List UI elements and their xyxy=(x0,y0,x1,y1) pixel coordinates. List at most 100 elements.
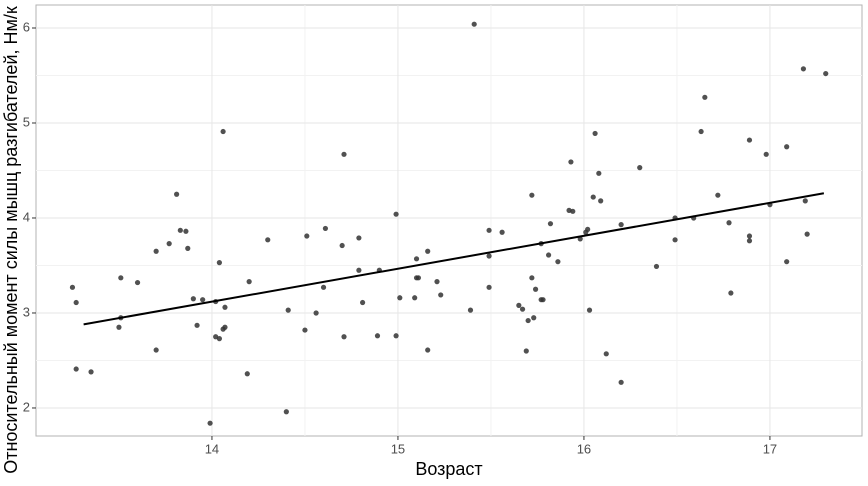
point xyxy=(763,151,769,157)
point xyxy=(304,233,310,239)
point xyxy=(356,267,362,273)
point xyxy=(69,284,76,290)
point xyxy=(637,165,643,171)
point xyxy=(393,211,399,217)
point xyxy=(216,336,222,342)
point xyxy=(222,304,228,310)
point xyxy=(618,222,624,228)
point xyxy=(425,347,431,353)
point xyxy=(823,70,829,77)
point xyxy=(523,348,529,354)
point xyxy=(516,302,522,308)
point xyxy=(486,284,492,290)
point xyxy=(486,227,492,233)
x-tick-label: 14 xyxy=(205,441,219,456)
point xyxy=(568,159,574,165)
point xyxy=(532,286,539,292)
point xyxy=(603,351,609,357)
point xyxy=(499,229,505,235)
point xyxy=(800,66,807,72)
point xyxy=(802,198,808,204)
point xyxy=(222,324,228,330)
point xyxy=(784,259,790,265)
point xyxy=(746,233,753,239)
point xyxy=(285,307,291,313)
point xyxy=(118,275,124,281)
point xyxy=(726,220,732,226)
point xyxy=(545,252,552,258)
point xyxy=(322,225,329,232)
point xyxy=(415,275,422,281)
point xyxy=(283,409,289,415)
point xyxy=(412,295,418,301)
point xyxy=(804,231,810,237)
point xyxy=(174,191,180,197)
point xyxy=(590,194,596,200)
point xyxy=(672,237,678,243)
point xyxy=(586,307,593,313)
point xyxy=(116,324,122,330)
point xyxy=(341,151,347,157)
point xyxy=(471,21,477,27)
point xyxy=(220,128,226,135)
point xyxy=(183,228,189,234)
y-tick-label: 4 xyxy=(23,209,30,224)
point xyxy=(244,371,250,377)
point xyxy=(216,260,222,266)
point xyxy=(73,366,79,372)
point xyxy=(698,128,704,135)
point xyxy=(486,253,492,259)
point xyxy=(592,130,598,137)
point xyxy=(702,94,708,100)
point xyxy=(153,347,159,353)
point xyxy=(166,241,172,247)
point xyxy=(413,256,420,262)
x-tick-label: 17 xyxy=(763,441,777,456)
point xyxy=(356,235,362,241)
y-tick-label: 5 xyxy=(23,114,30,129)
point xyxy=(185,245,191,251)
point xyxy=(302,327,308,333)
point xyxy=(529,275,535,281)
x-tick-label: 15 xyxy=(391,441,405,456)
point xyxy=(320,284,327,290)
point xyxy=(88,369,94,375)
point xyxy=(531,315,537,321)
point xyxy=(555,259,561,265)
point xyxy=(194,322,200,328)
point xyxy=(341,334,347,340)
point xyxy=(596,170,602,176)
point xyxy=(360,299,366,306)
point xyxy=(265,237,271,243)
point xyxy=(200,297,206,303)
point xyxy=(153,248,159,254)
point xyxy=(374,333,381,339)
x-tick-label: 16 xyxy=(577,441,591,456)
point xyxy=(434,279,440,285)
y-axis-title: Относительный момент силы мышц разгибате… xyxy=(1,6,21,474)
y-tick-label: 6 xyxy=(23,19,30,34)
y-tick-label: 2 xyxy=(23,399,30,414)
point xyxy=(540,297,546,303)
point xyxy=(746,137,753,143)
point xyxy=(570,208,576,214)
point xyxy=(246,279,252,285)
y-tick-label: 3 xyxy=(23,304,30,319)
point xyxy=(728,290,734,296)
point xyxy=(393,333,399,339)
point xyxy=(618,379,624,385)
point xyxy=(397,295,403,301)
plot-panel xyxy=(35,4,863,437)
point xyxy=(784,144,790,150)
point xyxy=(177,227,183,233)
point xyxy=(339,242,345,249)
point xyxy=(73,299,79,306)
point xyxy=(207,420,213,426)
point xyxy=(467,307,474,313)
point xyxy=(547,221,554,227)
point xyxy=(653,263,660,270)
point xyxy=(585,226,591,232)
point xyxy=(715,192,721,198)
point xyxy=(438,292,444,298)
